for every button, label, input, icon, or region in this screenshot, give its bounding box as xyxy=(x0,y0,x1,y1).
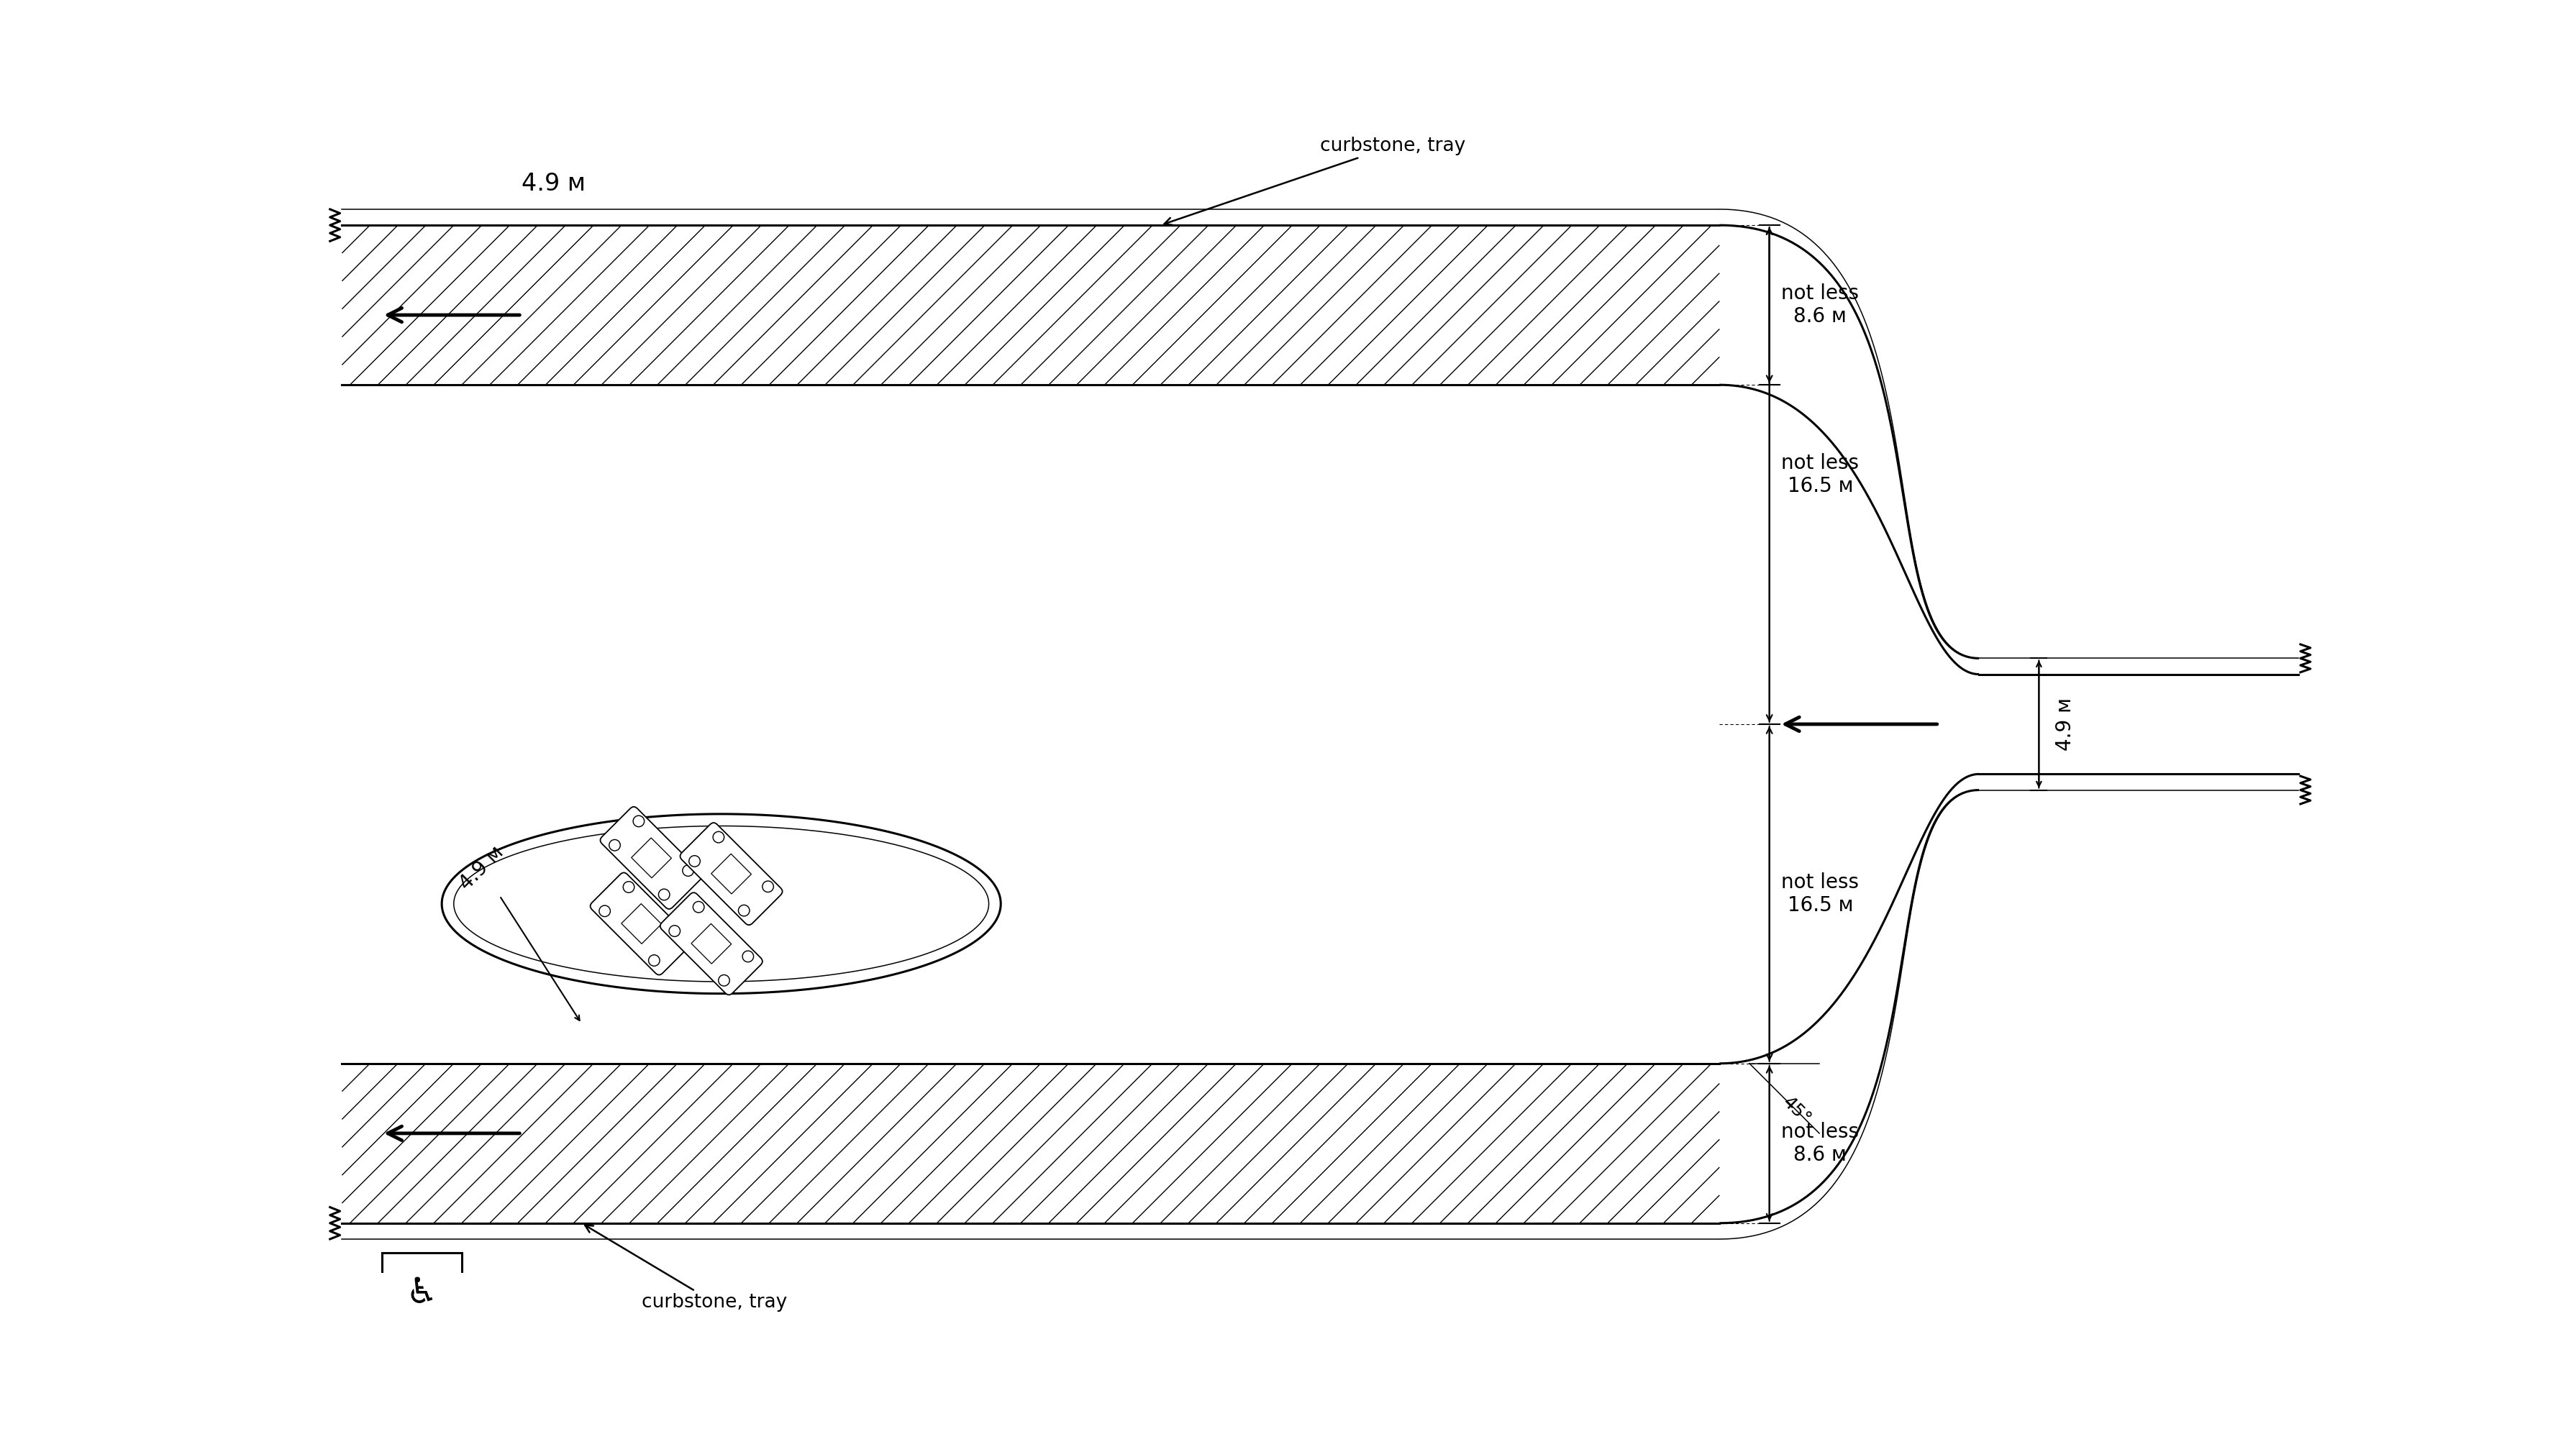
Bar xyxy=(690,923,732,964)
Polygon shape xyxy=(443,815,999,994)
Text: not less
8.6 м: not less 8.6 м xyxy=(1783,284,1860,327)
Text: 4.9 м: 4.9 м xyxy=(520,172,585,195)
Text: not less
16.5 м: not less 16.5 м xyxy=(1783,453,1860,496)
Circle shape xyxy=(600,905,611,916)
Circle shape xyxy=(739,905,750,916)
Bar xyxy=(621,903,662,944)
Circle shape xyxy=(762,880,773,892)
Circle shape xyxy=(714,832,724,843)
Text: ♿: ♿ xyxy=(404,1276,438,1311)
Bar xyxy=(631,837,672,878)
FancyBboxPatch shape xyxy=(600,807,703,909)
Circle shape xyxy=(742,951,755,962)
Bar xyxy=(711,853,752,893)
Text: 4.9 м: 4.9 м xyxy=(2056,697,2076,751)
Text: 45°: 45° xyxy=(1780,1093,1814,1129)
Bar xyxy=(381,1253,461,1334)
Circle shape xyxy=(688,856,701,866)
Text: curbstone, tray: curbstone, tray xyxy=(585,1225,786,1312)
Circle shape xyxy=(608,839,621,850)
Text: 4.9 м: 4.9 м xyxy=(456,842,580,1021)
Circle shape xyxy=(623,882,634,892)
Text: not less
16.5 м: not less 16.5 м xyxy=(1783,872,1860,915)
FancyBboxPatch shape xyxy=(680,823,783,925)
Circle shape xyxy=(634,816,644,827)
Circle shape xyxy=(649,955,659,967)
Text: curbstone, tray: curbstone, tray xyxy=(1164,136,1466,225)
Text: not less
8.6 м: not less 8.6 м xyxy=(1783,1121,1860,1164)
Circle shape xyxy=(672,931,683,942)
Circle shape xyxy=(683,865,693,876)
FancyBboxPatch shape xyxy=(590,873,693,975)
Circle shape xyxy=(693,902,703,912)
Circle shape xyxy=(719,975,729,987)
Circle shape xyxy=(670,925,680,936)
FancyBboxPatch shape xyxy=(659,892,762,995)
Circle shape xyxy=(659,889,670,901)
